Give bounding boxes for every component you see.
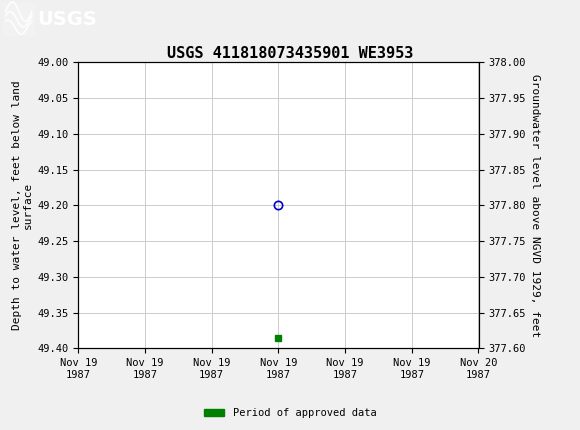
Text: USGS 411818073435901 WE3953: USGS 411818073435901 WE3953 [167, 46, 413, 61]
Y-axis label: Depth to water level, feet below land
surface: Depth to water level, feet below land su… [12, 80, 33, 330]
Legend: Period of approved data: Period of approved data [200, 404, 380, 423]
Y-axis label: Groundwater level above NGVD 1929, feet: Groundwater level above NGVD 1929, feet [530, 74, 540, 337]
FancyBboxPatch shape [3, 3, 35, 36]
Text: USGS: USGS [38, 10, 97, 29]
